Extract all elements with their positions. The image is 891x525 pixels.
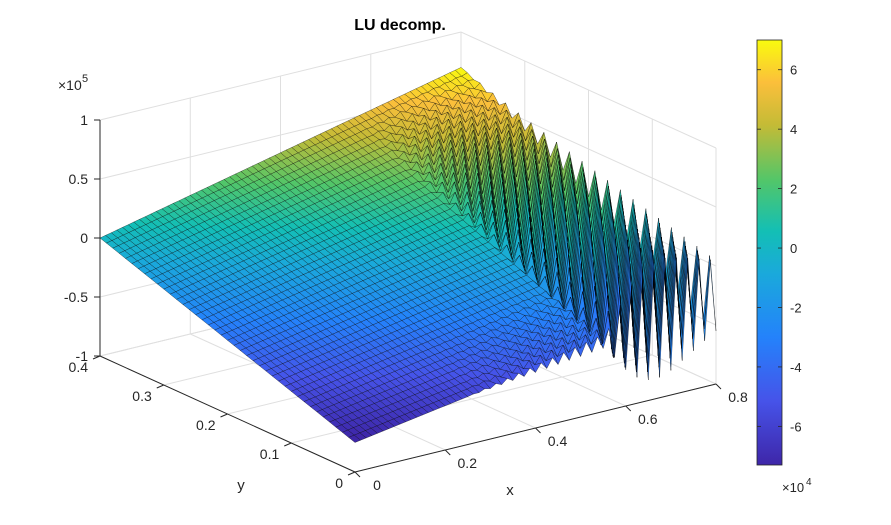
x-tick-label: 0.6 [638,411,658,427]
colorbar: -6 -4 -2 0 2 4 6 ×10 4 [756,39,812,495]
x-tick-mark [354,471,361,478]
colorbar-gradient [756,39,783,466]
x-tick-mark [535,427,541,434]
y-tick-mark [156,384,164,389]
y-tick-mark [284,442,292,447]
colorbar-exponent-power: 4 [806,477,812,488]
z-exponent-power: 5 [82,73,88,85]
y-tick-mark [347,471,356,476]
x-tick-mark [444,449,451,456]
y-tick-label: 0.4 [69,359,89,375]
y-tick-label: 0 [335,475,343,491]
y-tick-label: 0.3 [132,388,152,404]
chart-title: LU decomp. [354,17,446,34]
z-exponent-label: ×10 5 [58,73,88,93]
y-tick-mark [220,413,228,418]
z-tick-label: 0 [80,230,88,246]
colorbar-tick-label: -6 [790,419,802,434]
colorbar-tick-label: -2 [790,300,802,315]
x-tick-label: 0.2 [458,455,478,471]
colorbar-tick-label: 6 [790,63,797,78]
colorbar-tick-label: -4 [790,360,802,375]
x-tick-mark [625,405,632,412]
z-tick-label: 0.5 [69,171,89,187]
axis-ticks: 00.20.40.60.800.10.20.30.4-1-0.500.51 [64,112,748,493]
x-tick-mark [715,383,722,390]
colorbar-tick-label: 0 [790,241,797,256]
x-axis-label: x [506,482,514,499]
colorbar-tick-label: 4 [790,122,797,137]
colorbar-ticks: -6 -4 -2 0 2 4 6 [757,63,802,434]
x-tick-label: 0 [373,477,381,493]
z-tick-label: -1 [76,348,89,364]
colorbar-tick-label: 2 [790,182,797,197]
y-axis-label: y [237,477,245,494]
grid-line-z [99,31,717,149]
y-tick-label: 0.2 [196,417,216,433]
z-tick-label: -0.5 [64,289,88,305]
colorbar-exponent-base: ×10 [782,480,804,495]
z-exponent-base: ×10 [58,77,82,93]
x-tick-label: 0.4 [548,433,568,449]
surface-plot [99,67,717,443]
z-tick-label: 1 [80,112,88,128]
x-tick-label: 0.8 [728,389,748,405]
y-tick-label: 0.1 [260,446,280,462]
surface-face [703,255,717,331]
